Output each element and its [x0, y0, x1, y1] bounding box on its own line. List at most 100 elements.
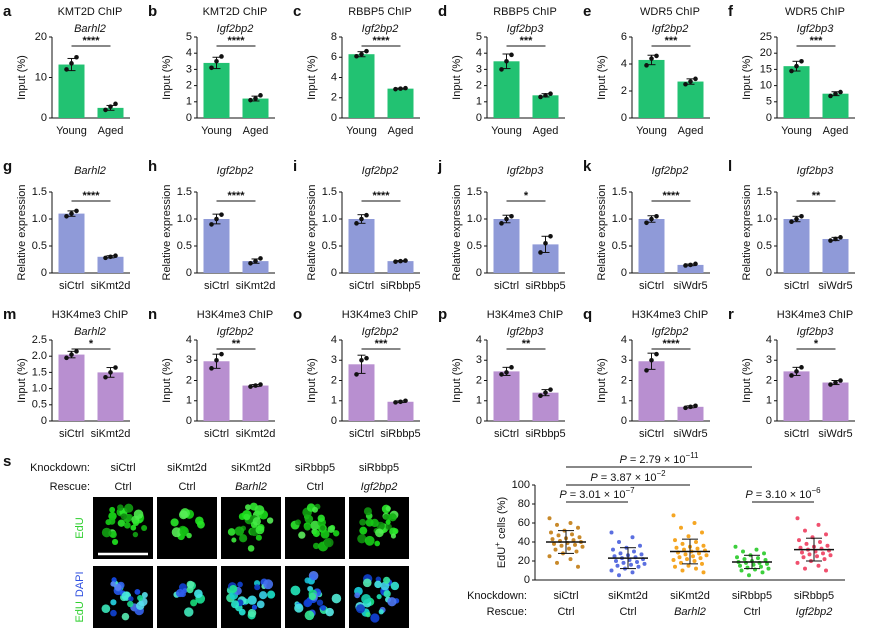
- panel-letter: s: [3, 453, 11, 470]
- data-point: [74, 349, 79, 354]
- data-point: [364, 48, 369, 54]
- panel-subtitle: Igf2bp3: [797, 165, 835, 177]
- nucleus: [227, 528, 236, 536]
- data-point: [644, 220, 649, 226]
- data-point: [828, 553, 833, 558]
- data-point: [760, 570, 765, 575]
- nucleus: [304, 598, 313, 607]
- channel-name: EdU: [74, 517, 86, 538]
- data-point: [214, 59, 219, 64]
- x-tick-label: siCtrl: [204, 428, 229, 440]
- data-point: [556, 533, 561, 538]
- nucleus: [320, 605, 327, 611]
- bar: [493, 371, 520, 421]
- bar: [387, 401, 414, 421]
- data-point: [548, 233, 553, 239]
- data-point: [789, 68, 794, 74]
- y-tick-label: 2: [331, 374, 337, 386]
- data-point: [763, 558, 768, 563]
- data-point: [553, 547, 558, 552]
- data-point: [632, 549, 636, 554]
- p-exponent: −11: [686, 451, 700, 460]
- data-point: [671, 558, 676, 563]
- y-tick-label: 4: [621, 58, 627, 70]
- data-point: [543, 390, 548, 395]
- y-tick-label: 20: [760, 47, 772, 59]
- knockdown-label: siKmt2d: [670, 590, 710, 602]
- rescue-label: Ctrl: [743, 606, 760, 618]
- data-point: [570, 532, 574, 537]
- nucleus: [376, 594, 382, 600]
- panel-title: WDR5 ChIP: [785, 6, 845, 18]
- data-point: [258, 382, 263, 387]
- x-tick-label: siCtrl: [639, 280, 664, 292]
- y-axis-label-part: cells (%): [496, 497, 508, 542]
- data-point: [108, 104, 113, 109]
- x-tick-label: siWdr5: [673, 280, 707, 292]
- nucleus: [298, 531, 306, 539]
- y-tick-label: 0: [476, 267, 482, 279]
- data-point: [838, 89, 843, 95]
- panel-letter: e: [583, 3, 591, 20]
- y-tick-label: 1.5: [757, 186, 772, 198]
- data-point: [815, 554, 819, 559]
- y-tick-label: 80: [518, 498, 530, 510]
- data-point: [828, 382, 833, 387]
- significance-label: ****: [662, 338, 680, 350]
- panel-subtitle: Igf2bp2: [652, 165, 689, 177]
- bar: [97, 107, 124, 118]
- data-point: [704, 553, 709, 558]
- nucleus: [310, 520, 320, 531]
- nucleus: [390, 581, 400, 591]
- data-point: [683, 405, 688, 411]
- data-point: [674, 545, 679, 550]
- y-tick-label: 100: [512, 479, 530, 491]
- nucleus: [383, 590, 391, 598]
- data-point: [108, 254, 113, 260]
- y-tick-label: 5: [766, 96, 772, 108]
- x-tick-label: Young: [491, 125, 522, 137]
- data-point: [113, 253, 118, 259]
- y-tick-label: 6: [331, 51, 337, 63]
- significance-label: ****: [372, 35, 390, 47]
- rescue-label: Ctrl: [178, 481, 195, 493]
- data-point: [654, 53, 659, 59]
- knockdown-label: siRbbp5: [794, 590, 834, 602]
- y-tick-label: 4: [186, 47, 192, 59]
- nucleus: [320, 529, 330, 539]
- data-point: [359, 51, 364, 57]
- nucleus: [255, 525, 265, 535]
- x-tick-label: siRbbp5: [525, 280, 565, 292]
- y-axis-label: Relative expression: [161, 185, 173, 281]
- knockdown-label: siRbbp5: [359, 462, 399, 474]
- data-point: [113, 365, 118, 370]
- nucleus: [294, 603, 304, 613]
- y-tick-label: 2: [186, 374, 192, 386]
- y-tick-label: 4: [766, 334, 772, 346]
- p-symbol: P: [619, 454, 627, 466]
- nucleus: [357, 534, 367, 544]
- y-tick-label: 20: [518, 555, 530, 567]
- y-axis-label: Input (%): [596, 55, 608, 100]
- data-point: [766, 566, 771, 571]
- nucleus: [117, 504, 124, 511]
- bar: [677, 81, 704, 118]
- panel-title: WDR5 ChIP: [640, 6, 700, 18]
- bar: [677, 406, 704, 421]
- nucleus: [316, 599, 324, 606]
- data-point: [803, 528, 807, 533]
- y-tick-label: 0: [476, 415, 482, 427]
- data-point: [538, 94, 543, 100]
- data-point: [691, 554, 695, 559]
- data-point: [816, 563, 821, 568]
- y-tick-label: 0.5: [32, 399, 47, 411]
- x-tick-label: siCtrl: [59, 428, 84, 440]
- panel-letter: d: [438, 3, 447, 20]
- data-point: [548, 91, 553, 96]
- nucleus: [312, 506, 318, 513]
- data-point: [639, 552, 644, 557]
- nucleus: [124, 503, 134, 513]
- y-tick-label: 0: [766, 267, 772, 279]
- data-point: [393, 400, 398, 405]
- bar: [638, 219, 665, 273]
